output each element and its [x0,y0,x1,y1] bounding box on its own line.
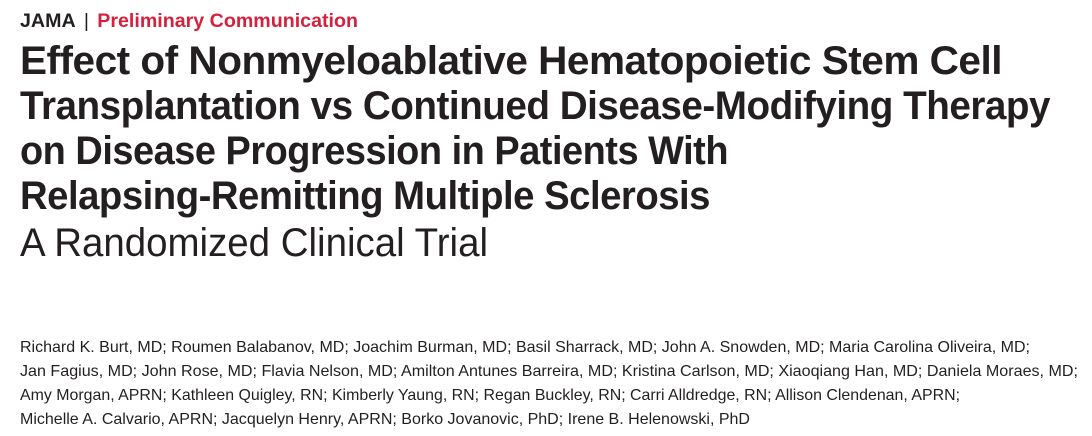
journal-name: JAMA [20,11,76,32]
title-line: Relapsing-Remitting Multiple Sclerosis [20,174,710,218]
author-line: Michelle A. Calvario, APRN; Jacquelyn He… [20,411,750,428]
author-line: Jan Fagius, MD; John Rose, MD; Flavia Ne… [20,363,1078,380]
title-line: Effect of Nonmyeloablative Hematopoietic… [20,39,1003,83]
separator: | [83,11,90,32]
journal-header: JAMA | Preliminary Communication [20,11,358,33]
author-line: Amy Morgan, APRN; Kathleen Quigley, RN; … [20,387,960,404]
article-category: Preliminary Communication [97,11,359,32]
author-line: Richard K. Burt, MD; Roumen Balabanov, M… [20,339,1030,356]
subtitle: A Randomized Clinical Trial [20,221,488,265]
title-line: on Disease Progression in Patients With [20,129,728,173]
title-line: Transplantation vs Continued Disease-Mod… [20,84,1050,128]
